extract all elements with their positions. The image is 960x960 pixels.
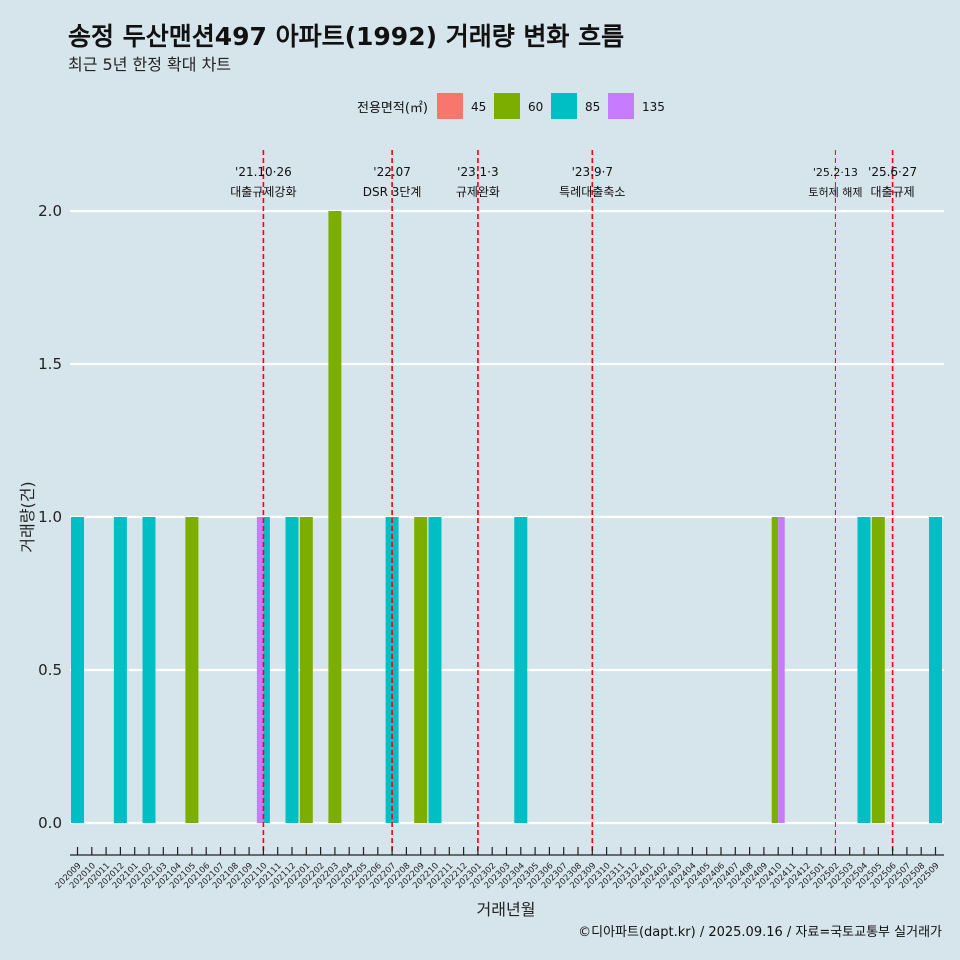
bar-202504-85	[857, 517, 871, 823]
legend-label-135: 135	[642, 100, 665, 114]
bar-202505-60	[871, 517, 885, 823]
caption: ©디아파트(dapt.kr) / 2025.09.16 / 자료=국토교통부 실…	[578, 925, 942, 940]
x-axis-title: 거래년월	[477, 900, 536, 919]
event-label-202506: 대출규제	[871, 185, 915, 199]
bar-202105-60	[185, 517, 199, 823]
event-date-202506: '25.6·27	[868, 165, 917, 179]
event-date-202309: '23.9·7	[572, 165, 613, 179]
bar-202009-85	[71, 517, 84, 823]
bar-202410-60	[771, 517, 779, 823]
event-label-202301: 규제완화	[456, 185, 500, 199]
y-tick-label: 0.5	[38, 661, 62, 679]
policy-events: '21.10·26 대출규제강화 '22.07 DSR 3단계 '23.1·3 규제완화 '…	[230, 150, 917, 855]
grid-lines	[70, 209, 944, 825]
legend-swatch-85	[551, 93, 577, 119]
legend-label-45: 45	[471, 100, 486, 114]
event-label-202207: DSR 3단계	[363, 185, 422, 199]
bar-202209-60	[414, 517, 428, 823]
legend-title: 전용면적(㎡)	[357, 101, 428, 116]
bar-202203-60	[328, 211, 342, 823]
legend-label-60: 60	[528, 100, 543, 114]
y-axis: 0.0 0.5 1.0 1.5 2.0	[38, 202, 62, 832]
event-date-202207: '22.07	[373, 165, 411, 179]
event-label-202110: 대출규제강화	[230, 185, 296, 199]
legend-label-85: 85	[585, 100, 600, 114]
legend: 전용면적(㎡) 45 60 85 135	[357, 93, 665, 119]
legend-swatch-60	[494, 93, 520, 119]
bar-202102-85	[142, 517, 156, 823]
y-tick-label: 1.0	[38, 508, 62, 526]
event-date-202502: '25.2·13	[813, 166, 858, 179]
bar-202210-85	[428, 517, 442, 823]
bar-202110-85	[263, 517, 270, 823]
bar-202201-60	[299, 517, 313, 823]
event-date-202110: '21.10·26	[235, 165, 292, 179]
bar-202110-135	[256, 517, 264, 823]
event-label-202502: 토허제 해제	[808, 185, 862, 199]
bar-202012-85	[113, 517, 127, 823]
bar-202112-85	[285, 517, 299, 823]
event-label-202309: 특례대출축소	[559, 185, 625, 199]
y-tick-label: 2.0	[38, 202, 62, 220]
chart-subtitle: 최근 5년 한정 확대 차트	[68, 55, 231, 74]
event-date-202301: '23.1·3	[457, 165, 498, 179]
bar-202410-135	[778, 517, 785, 823]
y-tick-label: 1.5	[38, 355, 62, 373]
legend-swatch-135	[608, 93, 634, 119]
y-axis-title: 거래량(건)	[18, 481, 37, 552]
bar-202304-85	[514, 517, 528, 823]
x-axis: 2020092020102020112020122021012021022021…	[54, 847, 944, 891]
legend-swatch-45	[437, 93, 463, 119]
chart-title: 송정 두산맨션497 아파트(1992) 거래량 변화 흐름	[68, 22, 624, 51]
bar-202509-85	[929, 517, 942, 823]
y-tick-label: 0.0	[38, 814, 62, 832]
